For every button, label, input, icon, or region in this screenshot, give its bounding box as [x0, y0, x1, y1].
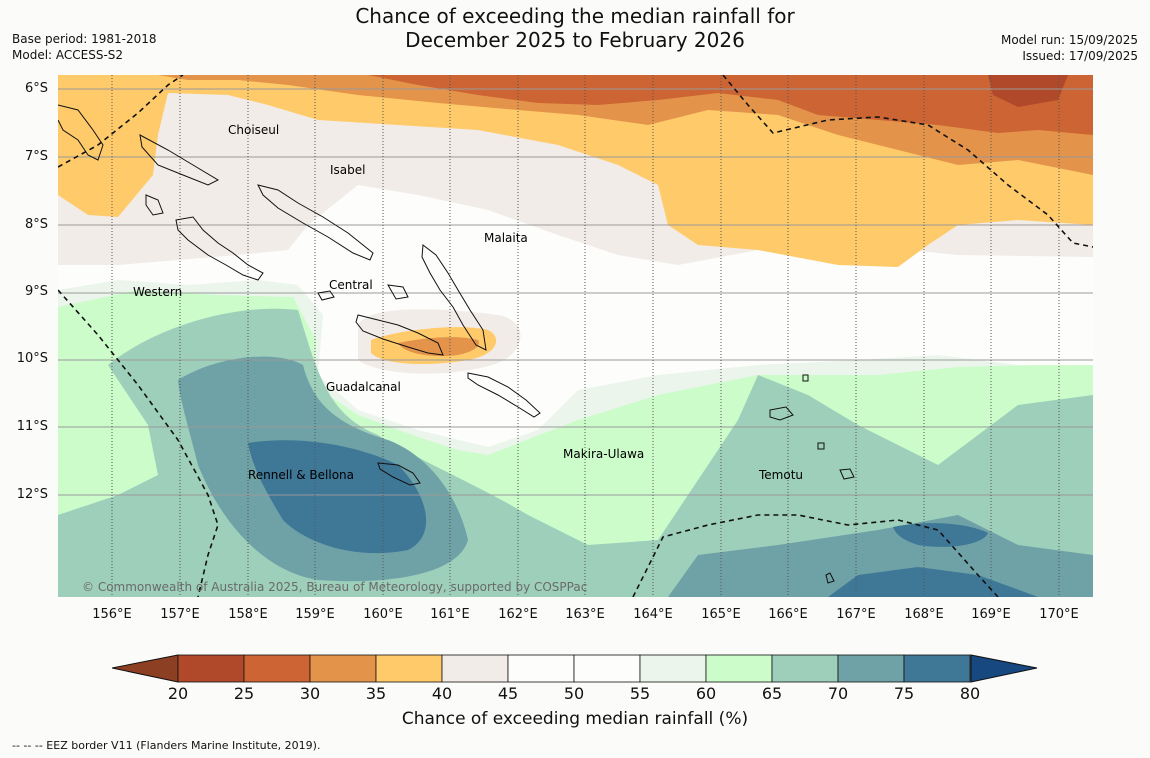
region-rennell-bellona: Rennell & Bellona: [248, 468, 354, 482]
colorbar-cell: [903, 654, 971, 683]
island-rennell: [377, 462, 421, 486]
colorbar-label: Chance of exceeding median rainfall (%): [401, 709, 749, 729]
lon-label-156e: 156°E: [92, 607, 132, 622]
island-tikopia: [825, 572, 835, 584]
colorbar-cell: [771, 654, 839, 683]
lon-label-159e: 159°E: [295, 607, 335, 622]
colorbar-cell: [639, 654, 707, 683]
lat-label-6s: 6°S: [24, 81, 48, 96]
zone-75-80: [248, 440, 1038, 597]
region-makira-ulawa: Makira-Ulawa: [563, 447, 644, 461]
lon-label-170e: 170°E: [1039, 607, 1079, 622]
zone-guadalcanal-dry-30: [398, 337, 479, 357]
meta-right: Model run: 15/09/2025 Issued: 17/09/2025: [1001, 32, 1138, 64]
colorbar-tick-45: 45: [497, 684, 519, 703]
lon-label-168e: 168°E: [904, 607, 944, 622]
island-vanikoro: [839, 468, 855, 480]
region-central: Central: [329, 278, 373, 292]
region-western: Western: [133, 285, 182, 299]
zone-25-30: [368, 75, 1093, 135]
island-choiseul: [139, 134, 220, 186]
colorbar-cell: [837, 654, 905, 683]
lat-label-10s: 10°S: [16, 351, 48, 366]
island-bougainville: [58, 104, 104, 161]
graticule: [58, 75, 1093, 597]
copyright-notice: © Commonwealth of Australia 2025, Bureau…: [82, 580, 588, 594]
colorbar-tick-70: 70: [827, 684, 849, 703]
lon-label-158e: 158°E: [228, 607, 268, 622]
lon-label-163e: 163°E: [565, 607, 605, 622]
colorbar-tick-35: 35: [365, 684, 387, 703]
eez-borders: [58, 75, 1093, 597]
colorbar-tick-20: 20: [167, 684, 189, 703]
eez-legend-note: -- -- -- EEZ border V11 (Flanders Marine…: [12, 739, 321, 752]
model-run: Model run: 15/09/2025: [1000, 33, 1138, 47]
island-utupua: [817, 442, 825, 450]
colorbar-tick-40: 40: [431, 684, 453, 703]
region-choiseul: Choiseul: [228, 123, 279, 137]
colorbar-cell: [375, 654, 443, 683]
colorbar-tick-25: 25: [233, 684, 255, 703]
region-malaita: Malaita: [484, 231, 528, 245]
colorbar-tick-80: 80: [959, 684, 981, 703]
lon-label-165e: 165°E: [701, 607, 741, 622]
model-name: Model: ACCESS-S2: [12, 48, 124, 62]
colorbar-tick-60: 60: [695, 684, 717, 703]
lon-label-161e: 161°E: [430, 607, 470, 622]
colorbar-high-arrow: [970, 654, 1038, 683]
region-guadalcanal: Guadalcanal: [326, 380, 401, 394]
island-reef: [802, 374, 809, 382]
colorbar-cells: [177, 654, 971, 683]
colorbar-cell: [573, 654, 641, 683]
colorbar-cell: [177, 654, 245, 683]
colorbar-low-arrow: [112, 654, 179, 683]
colorbar-cell: [441, 654, 509, 683]
colorbar-tick-55: 55: [629, 684, 651, 703]
issued-date: Issued: 17/09/2025: [1022, 49, 1138, 63]
base-period: Base period: 1981-2018: [12, 32, 157, 46]
lat-label-9s: 9°S: [24, 284, 48, 299]
lon-label-162e: 162°E: [498, 607, 538, 622]
colorbar-tick-30: 30: [299, 684, 321, 703]
lat-label-12s: 12°S: [16, 487, 48, 502]
island-vella-lavella: [145, 194, 164, 216]
island-new-georgia-a: [175, 216, 264, 281]
lon-label-164e: 164°E: [633, 607, 673, 622]
island-florida: [387, 284, 409, 300]
lon-label-157e: 157°E: [160, 607, 200, 622]
colorbar-cell: [309, 654, 377, 683]
colorbar-tick-65: 65: [761, 684, 783, 703]
colorbar-cell: [243, 654, 311, 683]
colorbar: [112, 654, 1038, 683]
colorbar-tick-50: 50: [563, 684, 585, 703]
island-malaita: [421, 244, 487, 351]
lon-label-166e: 166°E: [768, 607, 808, 622]
lat-label-8s: 8°S: [24, 217, 48, 232]
lat-label-7s: 7°S: [24, 149, 48, 164]
meta-left: Base period: 1981-2018 Model: ACCESS-S2: [12, 31, 157, 63]
map-title: Chance of exceeding the median rainfall …: [0, 4, 1150, 52]
rainfall-map: Choiseul Isabel Malaita Central Western …: [58, 75, 1093, 597]
island-santa-cruz: [769, 406, 794, 421]
lon-label-167e: 167°E: [836, 607, 876, 622]
islands: [58, 104, 855, 584]
zone-20-25: [988, 75, 1068, 107]
lon-label-169e: 169°E: [971, 607, 1011, 622]
colorbar-cell: [507, 654, 575, 683]
region-temotu: Temotu: [758, 468, 803, 482]
title-line-2: December 2025 to February 2026: [405, 28, 745, 52]
colorbar-tick-75: 75: [893, 684, 915, 703]
island-isabel: [257, 184, 374, 261]
island-russell: [317, 290, 335, 301]
title-line-1: Chance of exceeding the median rainfall …: [355, 4, 795, 28]
lon-label-160e: 160°E: [363, 607, 403, 622]
island-makira: [467, 372, 541, 418]
region-isabel: Isabel: [330, 163, 365, 177]
island-guadalcanal: [355, 314, 444, 356]
lat-label-11s: 11°S: [16, 419, 48, 434]
colorbar-cell: [705, 654, 773, 683]
